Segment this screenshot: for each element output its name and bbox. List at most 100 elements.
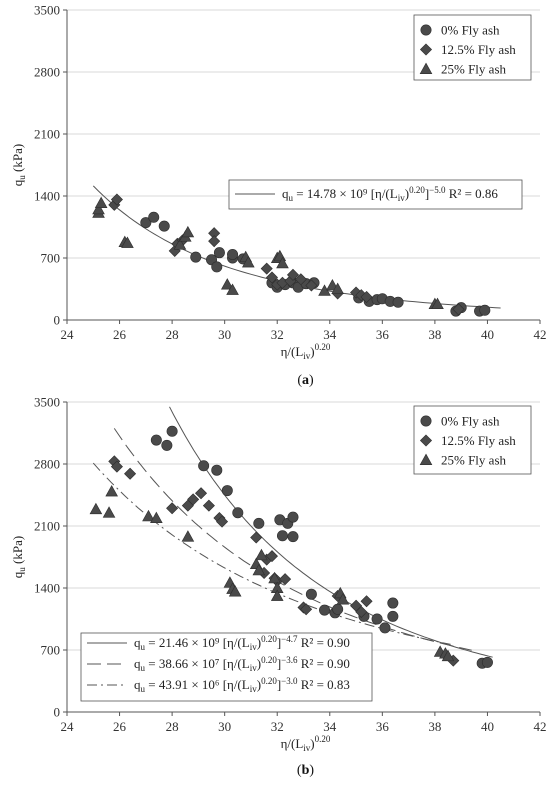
data-point-circle [211, 261, 223, 273]
data-point-diamond [360, 290, 373, 303]
legend-marker-diamond [419, 434, 433, 447]
data-point-triangle [181, 530, 195, 542]
x-tick-label: 34 [323, 719, 337, 734]
x-axis-label-superscript: 0.20 [315, 342, 331, 352]
x-axis-label: η/(Liv)0.20 [281, 342, 331, 361]
x-axis-label: η/(Liv)0.20 [281, 734, 331, 753]
data-point-triangle [89, 502, 103, 515]
data-point-diamond [124, 467, 137, 480]
data-point-circle [198, 460, 210, 472]
data-point-triangle [331, 282, 344, 294]
eq-lhs: q [282, 186, 289, 201]
fit-equation-frame [80, 632, 373, 702]
eq-inner-superscript: 0.20 [261, 655, 277, 665]
x-tick-label: 36 [376, 719, 390, 734]
data-point-triangle [431, 297, 444, 309]
series-circle [150, 425, 493, 669]
eq-lhs: q [134, 656, 141, 671]
legend-label: 0% Fly ash [441, 414, 500, 429]
y-tick-label: 2100 [34, 127, 60, 142]
x-axis-label-paren: ) [310, 344, 314, 359]
data-point-triangle [252, 563, 266, 576]
x-tick-label: 26 [113, 327, 127, 342]
eq-lhs-subscript: u [141, 684, 146, 694]
fit-equation-text: qu = 21.46 × 10⁹ [η/(Liv)0.20]−4.7 R² = … [134, 634, 350, 652]
eq-mid: = 21.46 × 10⁹ [η/(L [145, 635, 250, 650]
eq-exponent: −3.6 [281, 655, 298, 665]
data-point-triangle [121, 236, 134, 248]
eq-paren: ) [257, 677, 261, 692]
data-point-diamond [110, 460, 123, 473]
legend-marker-triangle [419, 62, 433, 74]
eq-lhs: q [134, 677, 141, 692]
data-point-circle [392, 296, 404, 308]
y-tick-label: 0 [54, 313, 61, 328]
data-point-diamond [202, 499, 215, 512]
y-tick-label: 2800 [34, 65, 60, 80]
y-tick-label: 700 [41, 251, 61, 266]
y-tick-label: 2800 [34, 457, 60, 472]
caption-open-paren: ( [297, 763, 302, 778]
data-point-circle [161, 439, 173, 451]
legend-marker-triangle [419, 453, 433, 465]
data-point-triangle [92, 202, 105, 215]
y-tick-label: 0 [54, 705, 61, 720]
data-point-diamond [355, 605, 368, 618]
data-point-diamond [208, 235, 221, 248]
data-point-triangle [150, 511, 163, 523]
data-point-diamond [194, 487, 208, 500]
data-point-diamond [260, 262, 273, 275]
caption-letter: a [302, 373, 309, 388]
x-tick-label: 38 [428, 327, 441, 342]
eq-r2: R² = 0.83 [298, 677, 350, 692]
x-tick-label: 24 [61, 719, 75, 734]
legend-label: 12.5% Fly ash [441, 42, 516, 57]
data-point-circle [211, 464, 223, 476]
eq-lhs-subscript: u [289, 193, 294, 203]
x-axis-label-paren: ) [310, 736, 314, 751]
data-point-circle [150, 434, 162, 446]
y-axis-label-unit: (kPa) [10, 536, 25, 567]
x-axis-label-subscript: iv [303, 743, 311, 753]
panel-caption: (a) [297, 373, 314, 388]
legend: 0% Fly ash 12.5% Fly ash 25% Fly ash [413, 14, 532, 81]
eq-bracket: ] [277, 656, 281, 671]
data-point-circle [387, 610, 399, 622]
data-point-triangle [220, 278, 234, 290]
x-axis-label-superscript: 0.20 [315, 734, 331, 744]
x-tick-label: 32 [271, 327, 284, 342]
data-point-circle [166, 425, 178, 437]
data-point-diamond [279, 573, 292, 586]
panel-caption: (b) [297, 763, 314, 778]
y-tick-label: 3500 [34, 395, 60, 410]
x-tick-label: 28 [166, 719, 179, 734]
x-tick-label: 32 [271, 719, 284, 734]
series-triangle [89, 485, 455, 662]
eq-exponent: −3.0 [281, 676, 298, 686]
y-tick-label: 3500 [34, 3, 60, 18]
data-point-triangle [142, 509, 155, 522]
data-point-diamond [294, 273, 307, 286]
data-point-circle [213, 247, 225, 259]
legend-label: 25% Fly ash [441, 62, 507, 77]
chart-panel-a: 0 700 1400 2100 2800 3500 24 26 28 30 32 34 36 38 40 42… [10, 3, 547, 389]
chart-panel-b: 0 700 1400 2100 2800 3500 24 26 28 30 32 34 36 38 40 42… [10, 395, 547, 779]
eq-mid-subscript: iv [250, 663, 258, 673]
x-tick-label: 30 [218, 719, 231, 734]
data-point-triangle [441, 649, 455, 662]
legend: 0% Fly ash 12.5% Fly ash 25% Fly ash [413, 405, 532, 475]
x-axis-label-main: η/(L [281, 736, 304, 751]
data-point-diamond [300, 603, 313, 616]
y-axis-label-unit: (kPa) [10, 144, 25, 175]
x-tick-label: 42 [534, 327, 547, 342]
x-tick-label: 34 [323, 327, 337, 342]
legend-label: 25% Fly ash [441, 453, 507, 468]
data-point-circle [253, 517, 265, 529]
data-point-triangle [181, 225, 195, 238]
data-point-circle [140, 217, 152, 229]
legend-label: 0% Fly ash [441, 23, 500, 38]
y-tick-label: 1400 [34, 581, 60, 596]
eq-mid-subscript: iv [250, 642, 258, 652]
legend-box [413, 405, 532, 475]
fit-equation-text: qu = 14.78 × 10⁹ [η/(Liv)0.20]−5.0 R² = … [282, 185, 498, 203]
